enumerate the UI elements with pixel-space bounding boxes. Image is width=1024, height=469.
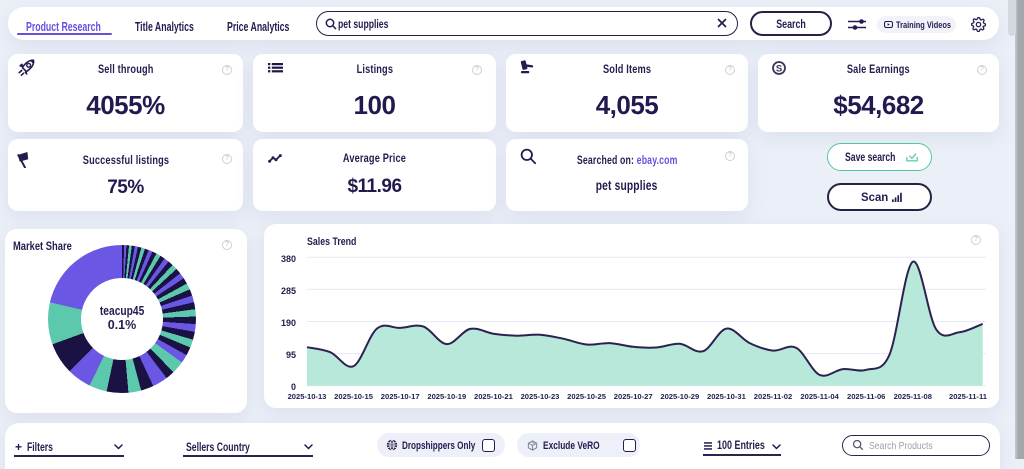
svg-text:2025-10-31: 2025-10-31 <box>707 392 747 401</box>
svg-text:2025-11-02: 2025-11-02 <box>754 392 792 401</box>
svg-text:2025-11-04: 2025-11-04 <box>800 392 839 401</box>
svg-text:2025-10-21: 2025-10-21 <box>474 392 514 401</box>
svg-text:285: 285 <box>281 286 296 296</box>
svg-text:380: 380 <box>281 254 296 264</box>
svg-text:0: 0 <box>291 382 296 392</box>
svg-text:2025-10-15: 2025-10-15 <box>334 392 374 401</box>
svg-text:190: 190 <box>281 318 296 328</box>
svg-text:2025-11-11: 2025-11-11 <box>949 392 988 401</box>
svg-text:2025-11-06: 2025-11-06 <box>847 392 885 401</box>
svg-text:2025-10-17: 2025-10-17 <box>381 392 420 401</box>
svg-text:2025-10-27: 2025-10-27 <box>614 392 653 401</box>
svg-text:2025-10-29: 2025-10-29 <box>660 392 699 401</box>
svg-text:2025-10-25: 2025-10-25 <box>567 392 607 401</box>
svg-text:S: S <box>776 64 782 75</box>
svg-text:2025-11-08: 2025-11-08 <box>894 392 932 401</box>
svg-text:2025-10-19: 2025-10-19 <box>427 392 466 401</box>
svg-text:2025-10-13: 2025-10-13 <box>288 392 327 401</box>
svg-text:2025-10-23: 2025-10-23 <box>521 392 560 401</box>
svg-text:95: 95 <box>286 350 296 360</box>
